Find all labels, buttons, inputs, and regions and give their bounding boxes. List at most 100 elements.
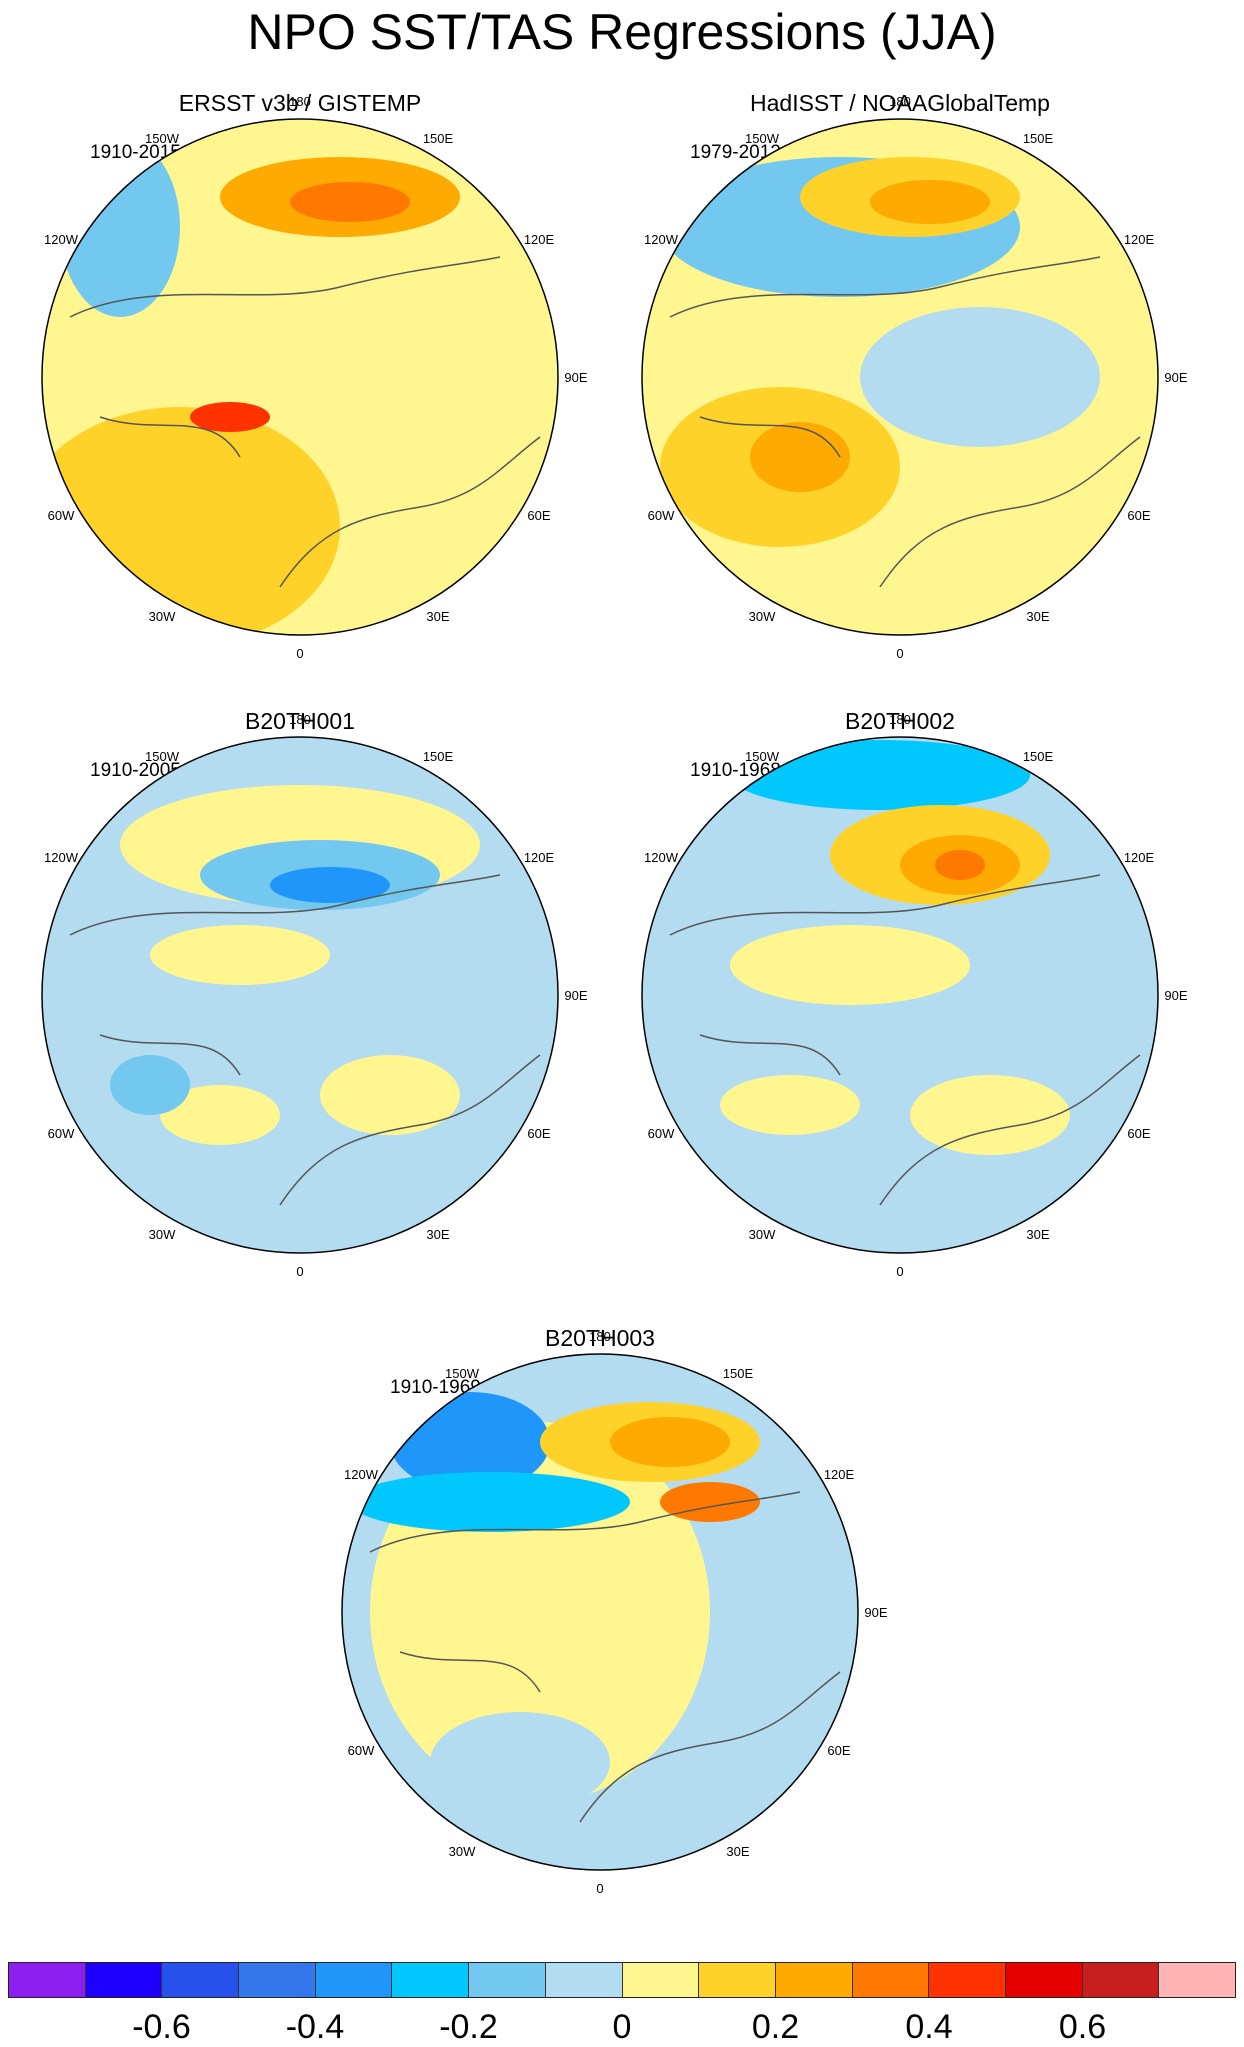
longitude-label: 0 [896, 646, 903, 660]
longitude-label: 30E [426, 609, 449, 624]
map-fill [342, 1354, 858, 1870]
longitude-label: 60W [348, 1743, 375, 1758]
map-border [641, 118, 1159, 636]
anomaly-patch [160, 1085, 280, 1145]
colorbar-cell [545, 1963, 623, 1997]
longitude-label: 30E [426, 1227, 449, 1242]
colorbar-tick-label: 0 [612, 2008, 632, 2046]
polar-map: 180150E120E90E60E30E030W60W90W120W150W [341, 1329, 888, 1895]
longitude-label: 180 [889, 94, 911, 109]
map-panel-b20th003: B20TH003 1910-1969 180 150E 120E 90E 60E 30E 0… [340, 1295, 900, 1895]
longitude-label: 120W [44, 850, 79, 865]
map-panel-hadisst-noaa: HadISST / NOAAGlobalTemp 1979-2012 180 15… [640, 60, 1200, 660]
panel-period: 1910-1969 [390, 1377, 481, 1398]
longitude-label: 120E [524, 232, 555, 247]
longitude-label: 60E [1127, 1126, 1150, 1141]
coastline [69, 256, 541, 588]
main-title: NPO SST/TAS Regressions (JJA) [247, 4, 997, 60]
map-panel-ersst-gistemp: ERSST v3b / GISTEMP 1910-2015 180 150E 120… [40, 60, 600, 660]
anomaly-patch [935, 850, 985, 880]
map-fill [42, 737, 558, 1253]
longitude-label: 30W [149, 609, 176, 624]
longitude-label: 120W [344, 1467, 379, 1482]
longitude-label: 150E [1023, 749, 1054, 764]
longitude-label: 60E [527, 1126, 550, 1141]
longitude-label: 30E [1026, 1227, 1049, 1242]
map-fill [642, 119, 1158, 635]
colorbar-tick-label: 0.4 [905, 2008, 953, 2046]
longitude-label: 120W [644, 232, 679, 247]
panel-title: B20TH003 [545, 1325, 655, 1351]
anomaly-patch [910, 1075, 1070, 1155]
map-border [41, 736, 559, 1254]
map-panel-b20th002: B20TH002 1910-1968 180 150E 120E 90E 60E 30E 0… [640, 678, 1200, 1278]
polar-map: 180150E120E90E60E30E030W60W90W120W150W [41, 712, 588, 1278]
anomaly-patch [660, 1482, 760, 1522]
longitude-label: 60W [648, 1126, 675, 1141]
colorbar-cell [469, 1963, 546, 1997]
panel-period: 1979-2012 [690, 142, 781, 163]
polar-map: 180150E120E90E60E30E030W60W90W120W150W [41, 94, 588, 660]
colorbar-cell [1005, 1963, 1083, 1997]
longitude-label: 90E [1164, 370, 1187, 385]
longitude-label: 150W [445, 1366, 480, 1381]
coastline [669, 256, 1141, 588]
longitude-label: 150W [745, 131, 780, 146]
colorbar-cell [622, 1963, 700, 1997]
longitude-label: 30E [726, 1844, 749, 1859]
colorbar-tick-label: -0.4 [285, 2008, 345, 2046]
longitude-label: 60W [48, 1126, 75, 1141]
anomaly-patch [870, 180, 990, 224]
longitude-label: 180 [289, 712, 311, 727]
panel-title: HadISST / NOAAGlobalTemp [750, 90, 1050, 116]
map-fill [642, 737, 1158, 1253]
anomaly-patch [320, 1055, 460, 1135]
longitude-label: 30W [149, 1227, 176, 1242]
longitude-label: 60W [648, 508, 675, 523]
colorbar-cell [239, 1963, 316, 1997]
longitude-label: 150E [1023, 131, 1054, 146]
longitude-label: 150E [423, 131, 454, 146]
anomaly-patch [610, 1417, 730, 1467]
colorbar-tick-label: 0.6 [1058, 2008, 1107, 2046]
anomaly-patch [430, 1712, 610, 1812]
longitude-label: 180 [889, 712, 911, 727]
anomaly-patch [60, 137, 180, 317]
colorbar-cell [929, 1963, 1006, 1997]
anomaly-patch [290, 182, 410, 222]
map-panel-b20th001: B20TH001 1910-2005 180 150E 120E 90E 60E 30E 0… [40, 678, 600, 1278]
coastline [369, 1491, 841, 1823]
longitude-label: 60E [527, 508, 550, 523]
longitude-label: 120W [644, 850, 679, 865]
colorbar-cell [85, 1963, 163, 1997]
anomaly-patch [110, 1055, 190, 1115]
longitude-label: 150W [145, 131, 180, 146]
longitude-label: 90E [864, 1605, 887, 1620]
panel-title: B20TH002 [845, 708, 955, 734]
anomaly-patch [270, 867, 390, 903]
longitude-label: 180 [589, 1329, 611, 1344]
colorbar-tick-label: 0.2 [751, 2008, 800, 2046]
polar-map: 180150E120E90E60E30E030W60W90W120W150W [641, 94, 1188, 660]
longitude-label: 60E [1127, 508, 1150, 523]
longitude-label: 120W [44, 232, 79, 247]
longitude-label: 60W [48, 508, 75, 523]
colorbar-cell [852, 1963, 930, 1997]
longitude-label: 180 [289, 94, 311, 109]
longitude-label: 120E [1124, 232, 1155, 247]
colorbar-cell [9, 1963, 86, 1997]
longitude-label: 60E [827, 1743, 850, 1758]
longitude-label: 120E [1124, 850, 1155, 865]
map-fill [42, 119, 558, 635]
panel-period: 1910-2005 [90, 760, 181, 781]
map-border [41, 118, 559, 636]
colorbar-cell [775, 1963, 853, 1997]
longitude-label: 120E [824, 1467, 855, 1482]
longitude-label: 30E [1026, 609, 1049, 624]
longitude-label: 30W [749, 1227, 776, 1242]
anomaly-patch [750, 422, 850, 492]
anomaly-patch [860, 307, 1100, 447]
longitude-label: 150E [423, 749, 454, 764]
longitude-label: 90E [564, 988, 587, 1003]
map-border [641, 736, 1159, 1254]
